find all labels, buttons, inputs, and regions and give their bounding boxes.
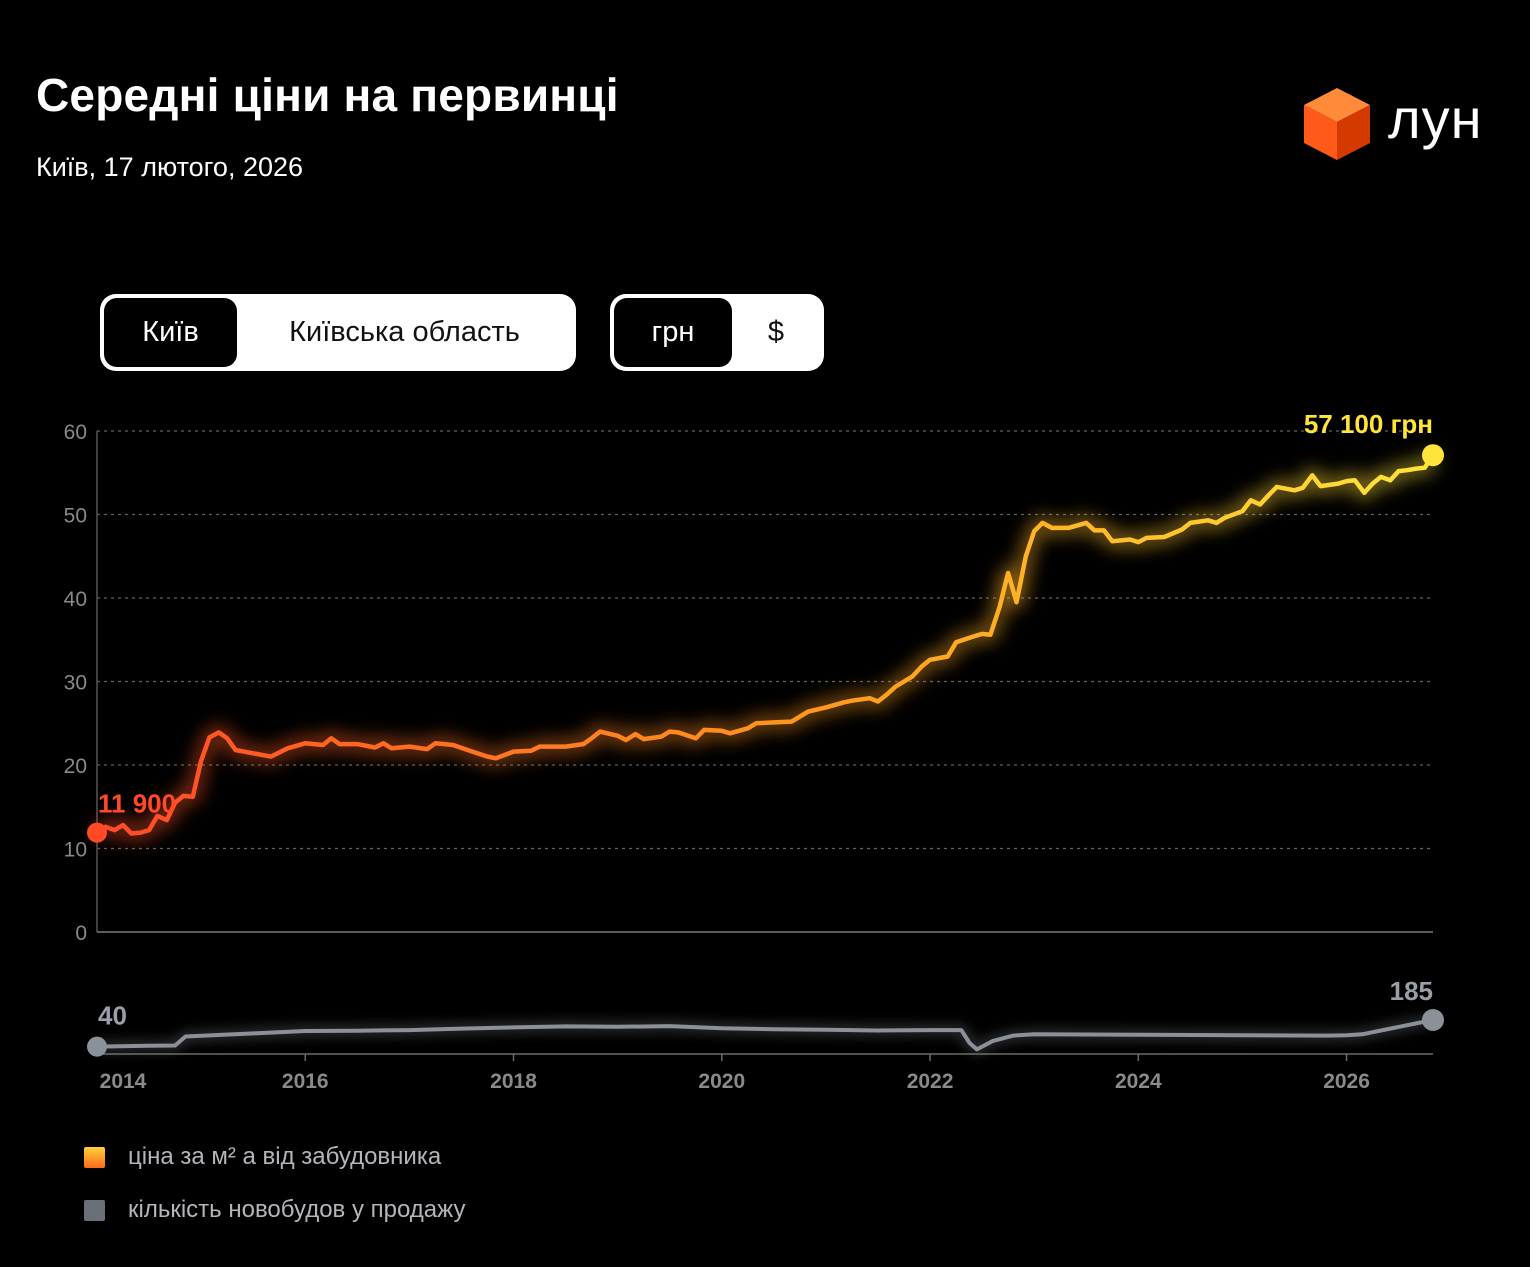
currency-toggle: грн $ bbox=[610, 294, 824, 371]
region-option-kyiv-oblast[interactable]: Київська область bbox=[289, 316, 520, 348]
region-toggle: Київ Київська область bbox=[100, 294, 576, 371]
y-tick-label: 30 bbox=[64, 672, 87, 695]
page-subtitle: Київ, 17 лютого, 2026 bbox=[36, 152, 304, 182]
legend-label-count: кількість новобудов у продажу bbox=[128, 1196, 466, 1223]
count-start-point bbox=[87, 1036, 107, 1057]
price-end-point bbox=[1422, 444, 1444, 467]
y-tick-label: 20 bbox=[64, 755, 87, 778]
price-line-glow bbox=[92, 451, 1439, 841]
count-line bbox=[96, 1018, 1434, 1052]
y-tick-label: 50 bbox=[64, 505, 87, 528]
legend-label-price: ціна за м² а від забудовника bbox=[128, 1143, 442, 1170]
y-tick-label: 0 bbox=[75, 922, 87, 945]
x-tick-label: 2022 bbox=[907, 1070, 954, 1093]
brand-logo[interactable]: лун bbox=[1302, 86, 1512, 166]
count-end-point bbox=[1422, 1009, 1444, 1031]
x-tick-label: 2024 bbox=[1115, 1070, 1162, 1093]
currency-option-usd[interactable]: $ bbox=[767, 316, 785, 348]
price-line bbox=[94, 452, 1436, 836]
region-option-kyiv[interactable]: Київ bbox=[104, 298, 237, 367]
price-end-label: 57 100 грн bbox=[1304, 409, 1433, 439]
legend-swatch-count bbox=[84, 1200, 105, 1221]
page-title: Середні ціни на первинці bbox=[36, 69, 619, 121]
legend-swatch-price bbox=[84, 1147, 105, 1168]
x-tick-label: 2026 bbox=[1323, 1070, 1370, 1093]
count-end-label: 185 bbox=[1390, 976, 1433, 1006]
currency-option-uah[interactable]: грн bbox=[614, 298, 732, 367]
x-tick-label: 2016 bbox=[282, 1070, 329, 1093]
y-tick-label: 60 bbox=[64, 421, 87, 444]
x-tick-label: 2020 bbox=[698, 1070, 745, 1093]
cube-logo-icon bbox=[1304, 88, 1370, 160]
y-tick-label: 40 bbox=[64, 588, 87, 611]
x-tick-label: 2018 bbox=[490, 1070, 537, 1093]
y-tick-label: 10 bbox=[64, 839, 87, 862]
x-tick-label: 2014 bbox=[100, 1070, 147, 1093]
count-start-label: 40 bbox=[98, 1001, 127, 1031]
logo-wordmark: лун bbox=[1388, 87, 1483, 150]
price-start-point bbox=[87, 822, 107, 843]
price-start-label: 11 900 bbox=[98, 789, 176, 819]
